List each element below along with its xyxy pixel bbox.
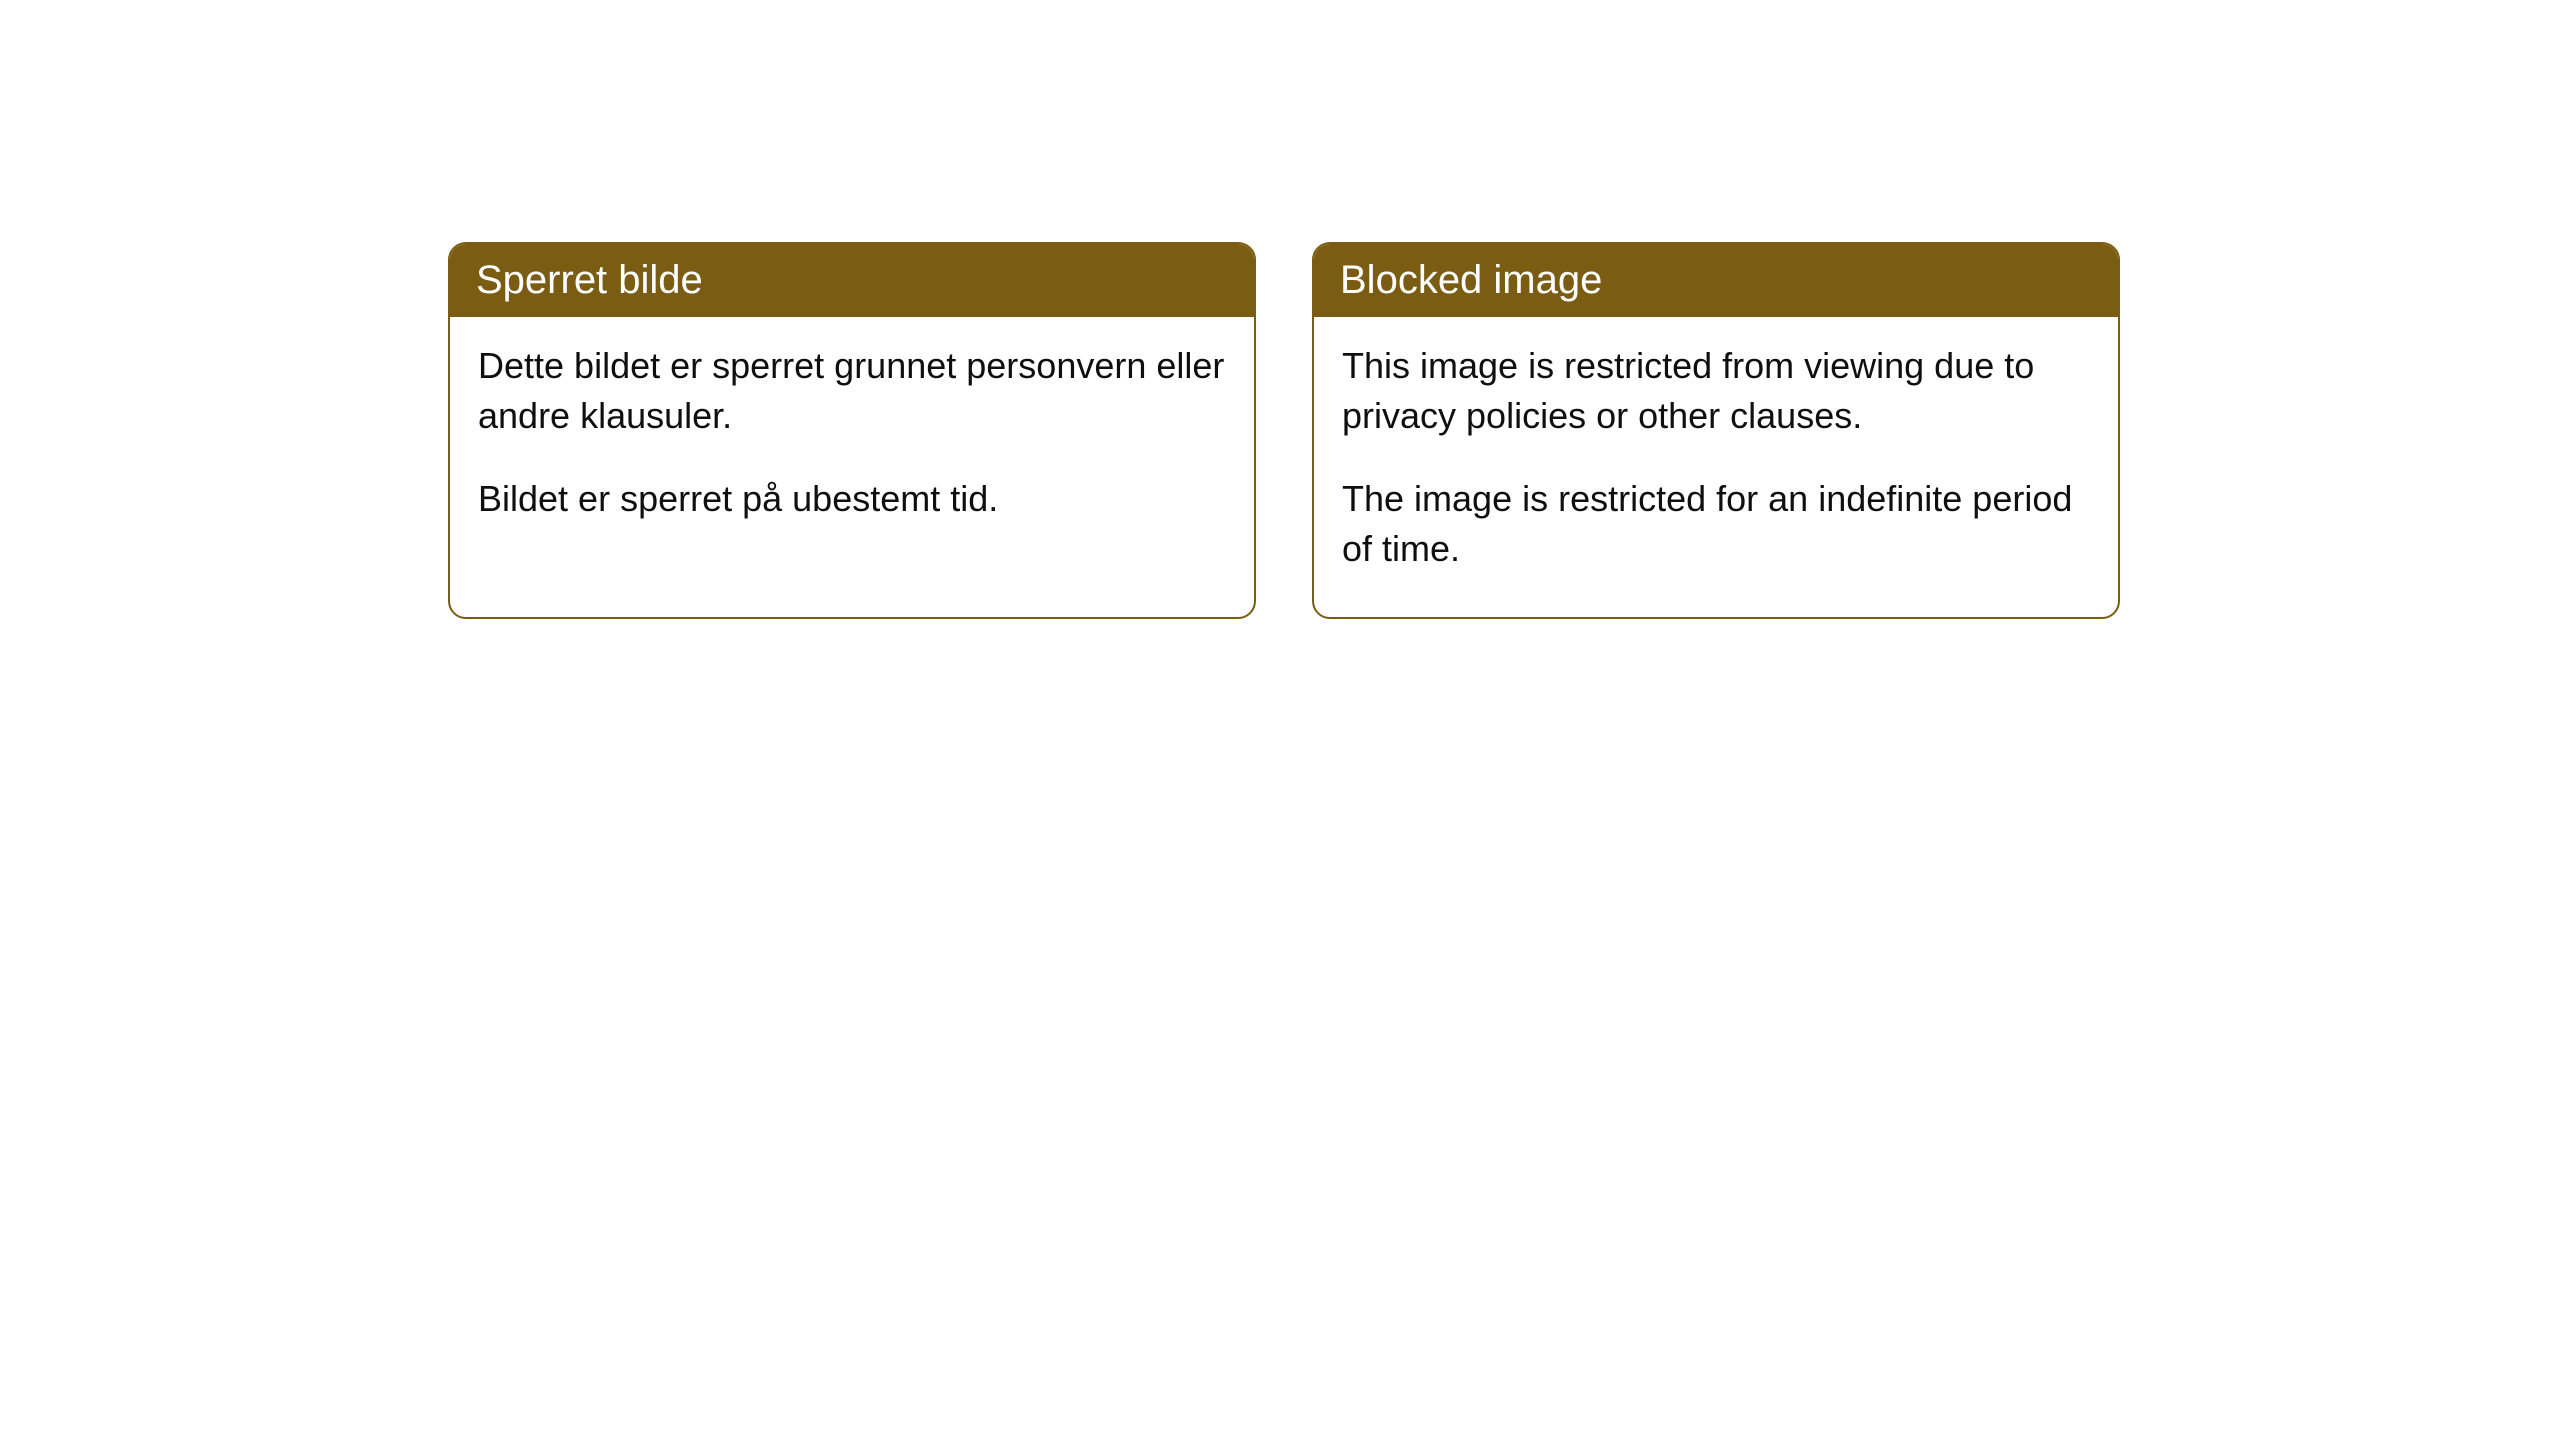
card-header: Blocked image [1314,244,2118,317]
notice-card-english: Blocked image This image is restricted f… [1312,242,2120,619]
card-paragraph: This image is restricted from viewing du… [1342,341,2090,442]
notice-cards-container: Sperret bilde Dette bildet er sperret gr… [448,242,2120,619]
card-paragraph: Bildet er sperret på ubestemt tid. [478,474,1226,524]
card-paragraph: The image is restricted for an indefinit… [1342,474,2090,575]
card-header: Sperret bilde [450,244,1254,317]
notice-card-norwegian: Sperret bilde Dette bildet er sperret gr… [448,242,1256,619]
card-body: This image is restricted from viewing du… [1314,317,2118,617]
card-body: Dette bildet er sperret grunnet personve… [450,317,1254,566]
card-paragraph: Dette bildet er sperret grunnet personve… [478,341,1226,442]
